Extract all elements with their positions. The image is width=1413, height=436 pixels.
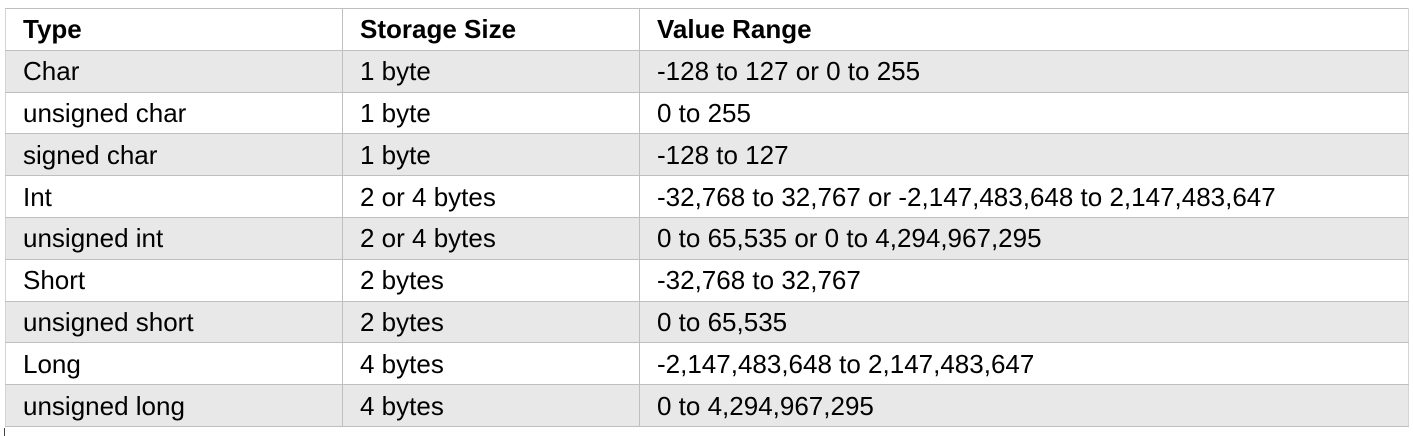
cell-value-range: 0 to 255 xyxy=(639,91,1409,135)
cell-value-range: -32,768 to 32,767 or -2,147,483,648 to 2… xyxy=(639,175,1409,218)
table-header-row: Type Storage Size Value Range xyxy=(5,8,1409,51)
cell-storage-size: 1 byte xyxy=(342,133,640,177)
cell-type: unsigned char xyxy=(5,91,343,135)
cell-value-range: 0 to 65,535 or 0 to 4,294,967,295 xyxy=(639,216,1409,260)
table-row: unsigned short 2 bytes 0 to 65,535 xyxy=(5,300,1409,344)
cell-storage-size: 2 or 4 bytes xyxy=(342,216,640,260)
cell-type: Int xyxy=(5,175,343,218)
header-type: Type xyxy=(5,8,343,51)
cell-value-range: -2,147,483,648 to 2,147,483,647 xyxy=(639,342,1409,386)
cell-storage-size: 1 byte xyxy=(342,91,640,135)
table-row: Long 4 bytes -2,147,483,648 to 2,147,483… xyxy=(5,342,1409,386)
cell-type: Short xyxy=(5,258,343,302)
cell-type: unsigned short xyxy=(5,300,343,344)
table-row: unsigned int 2 or 4 bytes 0 to 65,535 or… xyxy=(5,216,1409,260)
cell-type: Long xyxy=(5,342,343,386)
cell-value-range: 0 to 65,535 xyxy=(639,300,1409,344)
table-row: signed char 1 byte -128 to 127 xyxy=(5,133,1409,177)
cell-storage-size: 4 bytes xyxy=(342,384,640,427)
table-row: Char 1 byte -128 to 127 or 0 to 255 xyxy=(5,49,1409,93)
table-row: unsigned char 1 byte 0 to 255 xyxy=(5,91,1409,135)
cell-value-range: 0 to 4,294,967,295 xyxy=(639,384,1409,427)
text-cursor-mark xyxy=(4,428,5,436)
cell-value-range: -128 to 127 xyxy=(639,133,1409,177)
cell-storage-size: 2 bytes xyxy=(342,258,640,302)
cell-type: Char xyxy=(5,49,343,93)
header-value-range: Value Range xyxy=(639,8,1409,51)
header-storage-size: Storage Size xyxy=(342,8,640,51)
table-row: Short 2 bytes -32,768 to 32,767 xyxy=(5,258,1409,302)
cell-storage-size: 2 or 4 bytes xyxy=(342,175,640,218)
cell-storage-size: 2 bytes xyxy=(342,300,640,344)
table-row: unsigned long 4 bytes 0 to 4,294,967,295 xyxy=(5,384,1409,427)
cell-value-range: -128 to 127 or 0 to 255 xyxy=(639,49,1409,93)
data-types-table: Type Storage Size Value Range Char 1 byt… xyxy=(5,8,1409,427)
table-row: Int 2 or 4 bytes -32,768 to 32,767 or -2… xyxy=(5,175,1409,218)
cell-type: unsigned long xyxy=(5,384,343,427)
cell-storage-size: 4 bytes xyxy=(342,342,640,386)
cell-type: unsigned int xyxy=(5,216,343,260)
cell-storage-size: 1 byte xyxy=(342,49,640,93)
cell-type: signed char xyxy=(5,133,343,177)
cell-value-range: -32,768 to 32,767 xyxy=(639,258,1409,302)
